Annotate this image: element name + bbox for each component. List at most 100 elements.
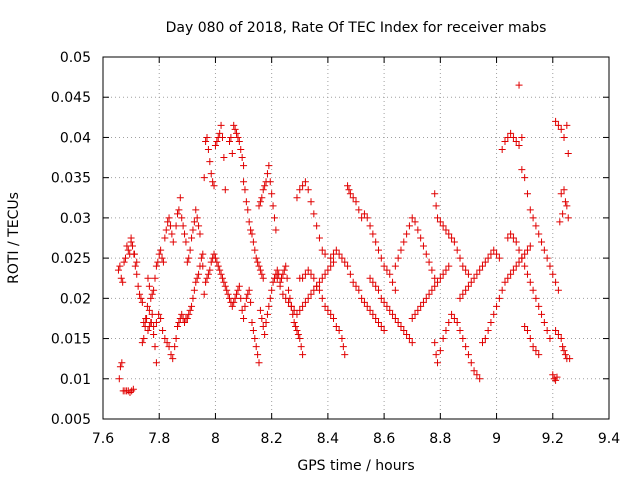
data-point [560,186,568,194]
data-point [148,290,156,298]
y-tick-label: 0.025 [51,251,91,267]
data-point [195,270,203,278]
data-point [230,298,238,306]
data-point [526,242,534,250]
data-point [564,214,572,222]
data-point [261,331,269,339]
data-point [324,266,332,274]
data-point [346,270,354,278]
data-point [293,327,301,335]
data-point [554,286,562,294]
data-point [473,371,481,379]
data-point [341,258,349,266]
data-point [263,310,271,318]
data-point [363,302,371,310]
x-tick-label: 8.6 [373,431,395,447]
data-point [538,238,546,246]
data-point [304,266,312,274]
data-point [138,298,146,306]
data-point [436,274,444,282]
data-point [255,359,263,367]
y-tick-label: 0.03 [60,211,91,227]
data-point [479,262,486,270]
data-point [450,238,458,246]
data-point [377,322,385,330]
data-point [249,238,257,246]
data-point [358,294,366,302]
data-point [301,298,309,306]
data-point [540,246,548,254]
data-point [283,274,291,282]
data-point [529,214,537,222]
data-point [518,133,526,141]
data-point [380,298,388,306]
data-point [321,302,329,310]
data-point [556,218,564,226]
x-tick-label: 7.6 [92,431,114,447]
data-point [192,278,200,286]
data-point [144,327,152,335]
data-point [495,294,503,302]
data-point [372,238,380,246]
data-point [490,246,498,254]
data-point [408,339,416,347]
data-point [188,302,196,310]
data-point [442,327,450,335]
data-point [169,238,177,246]
data-point [493,302,501,310]
data-point [136,290,144,298]
data-point [280,266,288,274]
data-point [293,194,301,202]
data-point [315,278,323,286]
data-point [521,262,529,270]
x-tick-label: 8.8 [429,431,451,447]
data-point [310,210,318,218]
data-point [327,254,335,262]
data-point [185,254,193,262]
data-point [157,314,165,322]
data-point [307,270,315,278]
data-point [234,286,242,294]
data-point [436,347,444,355]
data-point [255,202,263,210]
data-point [344,262,352,270]
data-point [523,246,531,254]
data-point [196,230,204,238]
data-point [431,339,439,347]
data-point [507,270,515,278]
data-point [152,359,160,367]
data-point [515,246,523,254]
data-point [464,282,472,290]
data-point [400,238,408,246]
data-point [297,343,305,351]
data-point [140,318,148,326]
data-point [150,331,158,339]
tick-labels: 7.6 7.8 8 8.2 8.4 8.6 8.8 9 9.2 9.4 0.005 0.01 0.015… [51,50,620,447]
plot-frame [102,56,610,420]
data-point [259,274,267,282]
data-point [549,371,557,379]
data-point [315,234,323,242]
data-point [307,290,315,298]
data-point [498,286,506,294]
data-point [377,294,385,302]
y-tick-label: 0.01 [60,372,91,388]
data-point [169,355,177,363]
data-point [186,246,194,254]
data-point [366,222,374,230]
data-point [523,270,531,278]
data-point [487,318,495,326]
data-point [155,310,163,318]
data-point [118,359,126,367]
data-point [248,318,256,326]
data-point [173,322,181,330]
data-point [442,266,450,274]
data-point [557,190,565,198]
data-point [501,137,509,145]
data-point [241,302,249,310]
data-point [207,170,215,178]
data-point [127,234,135,242]
data-point [294,331,302,339]
data-point [352,198,360,206]
data-point [403,331,411,339]
